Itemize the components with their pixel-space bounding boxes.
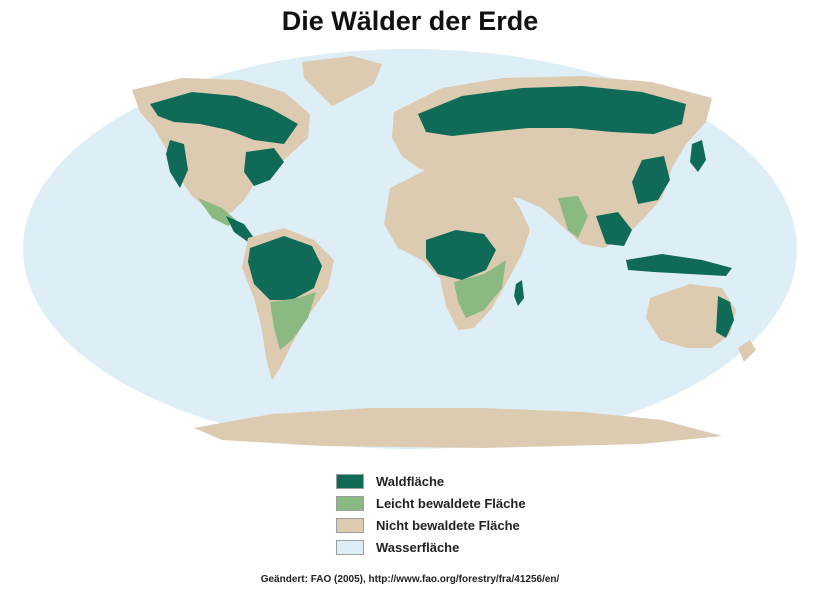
forest-us-east xyxy=(244,148,284,186)
landmass-central-america xyxy=(226,216,254,242)
source-citation: Geändert: FAO (2005), http://www.fao.org… xyxy=(260,574,560,585)
landmass-indonesia xyxy=(626,254,732,276)
landmass-japan xyxy=(690,140,706,172)
legend-item-forest: Waldfläche xyxy=(336,470,526,492)
forest-siberia xyxy=(418,86,686,136)
landmass-antarctica xyxy=(194,408,722,448)
legend-swatch-light-forest xyxy=(336,495,364,511)
legend-swatch-forest xyxy=(336,473,364,489)
forest-east-asia xyxy=(632,156,670,204)
forest-us-west xyxy=(166,140,188,188)
forest-canada xyxy=(150,92,298,144)
legend-label: Wasserfläche xyxy=(376,539,460,555)
world-forest-map xyxy=(23,49,797,449)
lightforest-south-america xyxy=(270,292,316,350)
legend-label: Waldfläche xyxy=(376,473,445,489)
map-title: Die Wälder der Erde xyxy=(281,6,539,36)
forest-australia-east xyxy=(716,296,734,338)
landmass-madagascar xyxy=(514,280,524,306)
landmass-new-zealand xyxy=(738,340,756,362)
lightforest-india xyxy=(558,196,588,238)
legend-item-non-forest: Nicht bewaldete Fläche xyxy=(336,514,526,536)
legend-swatch-water xyxy=(336,539,364,555)
legend-label: Nicht bewaldete Fläche xyxy=(376,517,520,533)
landmass-greenland xyxy=(302,56,382,106)
legend-item-light-forest: Leicht bewaldete Fläche xyxy=(336,492,526,514)
legend-label: Leicht bewaldete Fläche xyxy=(376,495,526,511)
forest-congo xyxy=(426,230,496,280)
legend-item-water: Wasserfläche xyxy=(336,536,526,558)
forest-southeast-asia xyxy=(596,212,632,246)
lightforest-mexico xyxy=(198,198,236,226)
legend-swatch-non-forest xyxy=(336,517,364,533)
map-legend: Waldfläche Leicht bewaldete Fläche Nicht… xyxy=(336,470,526,558)
lightforest-africa-south xyxy=(454,260,506,318)
landmass-australia xyxy=(646,284,736,348)
forest-amazon xyxy=(248,236,322,300)
